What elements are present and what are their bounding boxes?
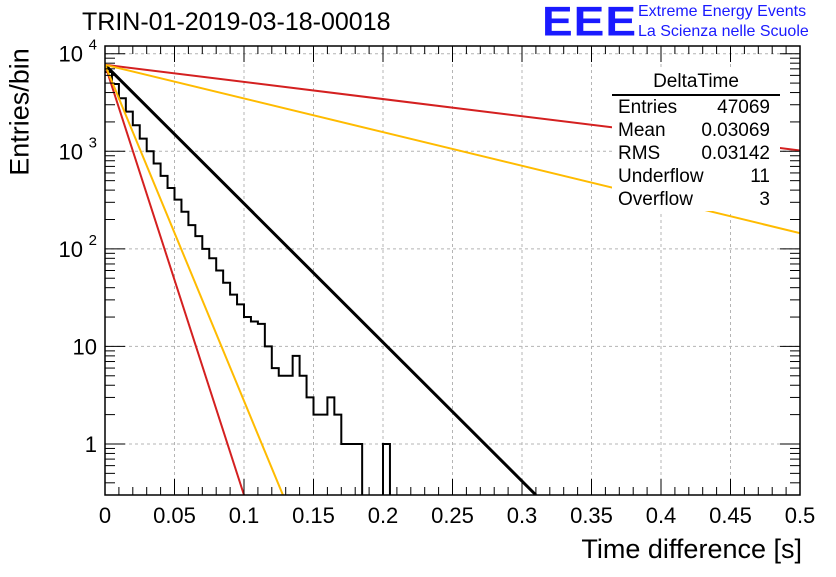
- histogram-bin: [216, 271, 223, 496]
- x-tick-label: 0.15: [292, 503, 335, 528]
- histogram-bin: [154, 163, 161, 495]
- x-tick-label: 0.35: [570, 503, 613, 528]
- histogram-bin: [320, 415, 327, 495]
- histogram-bin: [209, 258, 216, 495]
- histogram-bin: [223, 283, 230, 495]
- histogram-bin: [119, 98, 126, 495]
- stats-row-entries: Entries 47069: [612, 96, 780, 119]
- x-tick-label: 0.2: [368, 503, 399, 528]
- histogram-bin: [251, 322, 258, 495]
- x-tick-label: 0.05: [153, 503, 196, 528]
- x-tick-label: 0.5: [785, 503, 816, 528]
- histogram-bin: [175, 200, 182, 495]
- x-tick-label: 0: [99, 503, 111, 528]
- stats-row-underflow: Underflow 11: [612, 165, 780, 188]
- histogram-bin: [112, 84, 119, 495]
- histogram-bin: [258, 324, 265, 495]
- histogram-bin: [126, 112, 133, 495]
- stats-value: 3: [759, 189, 770, 210]
- histogram-bin: [279, 376, 286, 495]
- histogram-bin: [188, 225, 195, 495]
- histogram-bin: [341, 444, 348, 495]
- stats-label: Mean: [618, 120, 666, 141]
- y-tick-exponent: 2: [89, 232, 97, 249]
- fit-line: [105, 63, 537, 495]
- y-tick-exponent: 4: [89, 37, 97, 54]
- histogram-bin: [161, 176, 168, 495]
- y-tick-label: 10: [73, 334, 97, 359]
- y-tick-label: 1: [85, 432, 97, 457]
- x-tick-label: 0.25: [431, 503, 474, 528]
- y-tick-label: 10: [59, 237, 83, 262]
- histogram-bin: [355, 444, 362, 495]
- stats-row-overflow: Overflow 3: [612, 188, 780, 211]
- y-tick-exponent: 3: [89, 134, 97, 151]
- stats-value: 0.03142: [701, 143, 770, 164]
- x-axis-label: Time difference [s]: [581, 534, 802, 564]
- histogram-bin: [383, 444, 390, 495]
- eee-logo: EEE: [542, 0, 638, 45]
- histogram-bin: [286, 376, 293, 495]
- stats-label: RMS: [618, 143, 661, 164]
- stats-label: Overflow: [618, 189, 693, 210]
- logo-tagline-1: Extreme Energy Events: [638, 3, 807, 20]
- histogram-bin: [105, 72, 112, 495]
- histogram-bin: [327, 397, 334, 495]
- stats-label: Entries: [618, 97, 678, 118]
- x-tick-label: 0.1: [229, 503, 260, 528]
- fit-line: [105, 64, 245, 495]
- histogram-bin: [168, 188, 175, 495]
- fit-line: [105, 64, 284, 495]
- stats-value: 11: [750, 166, 770, 187]
- histogram-bin: [293, 356, 300, 495]
- y-tick-label: 10: [59, 42, 83, 67]
- histogram-bin: [334, 415, 341, 495]
- run-title: TRIN-01-2019-03-18-00018: [82, 8, 391, 36]
- stats-row-rms: RMS 0.03142: [612, 142, 780, 165]
- stats-value: 0.03069: [701, 120, 770, 141]
- stats-label: Underflow: [618, 166, 704, 187]
- histogram-outline: [105, 70, 391, 495]
- stats-title: DeltaTime: [612, 70, 780, 96]
- stats-row-mean: Mean 0.03069: [612, 119, 780, 142]
- stats-box: DeltaTime Entries 47069 Mean 0.03069 RMS 0.…: [612, 70, 780, 211]
- x-tick-label: 0.4: [646, 503, 677, 528]
- stats-value: 47069: [717, 97, 770, 118]
- histogram-bin: [133, 125, 140, 495]
- y-tick-label: 10: [59, 139, 83, 164]
- histogram-bin: [307, 397, 314, 495]
- x-tick-label: 0.3: [507, 503, 538, 528]
- logo-tagline-2: La Scienza nelle Scuole: [638, 23, 809, 40]
- histogram-bin: [265, 346, 272, 495]
- histogram-bin: [348, 444, 355, 495]
- histogram-bin: [314, 415, 321, 495]
- histogram-bin: [300, 376, 307, 495]
- x-tick-label: 0.45: [709, 503, 752, 528]
- y-axis-label: Entries/bin: [4, 48, 35, 176]
